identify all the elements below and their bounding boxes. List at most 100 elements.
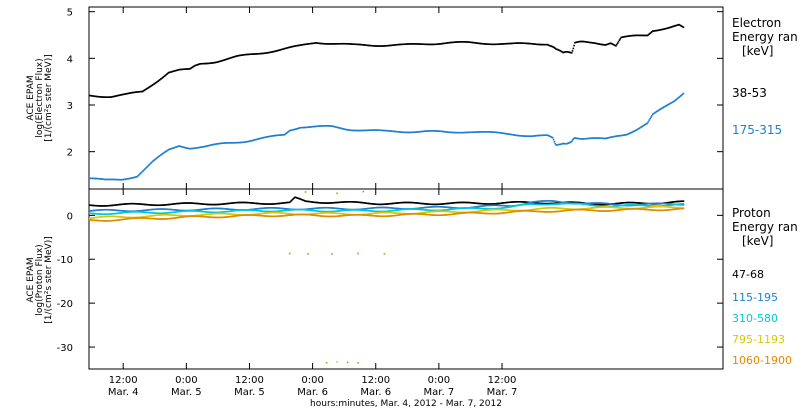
proton-data-point bbox=[672, 204, 674, 206]
proton-data-point bbox=[343, 213, 345, 215]
electron-data-point bbox=[259, 52, 262, 55]
electron-data-point bbox=[317, 42, 320, 45]
proton-data-point bbox=[267, 203, 269, 205]
proton-data-point bbox=[366, 213, 368, 215]
proton-data-point bbox=[587, 202, 590, 205]
proton-data-point bbox=[533, 202, 536, 204]
proton-data-point bbox=[168, 214, 171, 216]
electron-data-point bbox=[643, 34, 645, 37]
proton-data-point bbox=[667, 206, 670, 208]
proton-data-point bbox=[444, 206, 446, 208]
electron-data-point bbox=[220, 60, 223, 62]
proton-data-point bbox=[537, 200, 540, 203]
proton-data-point bbox=[508, 211, 510, 214]
proton-data-point bbox=[140, 216, 143, 218]
proton-data-point bbox=[507, 205, 509, 207]
proton-data-point bbox=[258, 210, 260, 212]
electron-data-point bbox=[123, 93, 125, 96]
proton-data-point bbox=[92, 209, 95, 212]
proton-outlier-point bbox=[336, 361, 338, 363]
electron-data-point bbox=[117, 178, 119, 181]
proton-data-point bbox=[345, 209, 348, 212]
proton-data-point bbox=[335, 215, 338, 218]
electron-data-point bbox=[678, 23, 680, 26]
electron-data-point bbox=[570, 51, 572, 54]
proton-data-point bbox=[373, 206, 376, 209]
proton-data-point bbox=[533, 210, 536, 212]
proton-data-point bbox=[459, 201, 462, 204]
electron-data-point bbox=[605, 43, 608, 46]
electron-data-point bbox=[368, 129, 371, 132]
proton-data-point bbox=[218, 207, 221, 210]
proton-data-point bbox=[347, 214, 350, 216]
proton-data-point bbox=[533, 201, 536, 203]
proton-data-point bbox=[484, 204, 487, 207]
proton-data-point bbox=[224, 210, 227, 213]
proton-data-point bbox=[644, 208, 647, 211]
proton-data-point bbox=[338, 210, 340, 212]
proton-data-point bbox=[652, 209, 655, 211]
electron-data-point bbox=[264, 136, 266, 139]
proton-data-point bbox=[497, 212, 500, 215]
electron-data-point bbox=[430, 130, 432, 132]
proton-data-point bbox=[403, 201, 406, 204]
proton-data-point bbox=[412, 201, 415, 204]
proton-data-point bbox=[366, 202, 369, 205]
electron-data-point bbox=[185, 68, 188, 70]
proton-data-point bbox=[666, 206, 668, 208]
proton-outlier-point bbox=[357, 252, 359, 255]
proton-data-point bbox=[274, 203, 276, 205]
proton-data-point bbox=[461, 201, 464, 204]
electron-data-point bbox=[359, 129, 362, 132]
proton-data-point bbox=[570, 201, 573, 203]
proton-data-point bbox=[455, 201, 458, 204]
proton-data-point bbox=[404, 208, 407, 211]
proton-data-point bbox=[367, 214, 370, 217]
proton-data-point bbox=[438, 209, 441, 212]
proton-data-point bbox=[181, 202, 183, 204]
electron-data-point bbox=[426, 130, 429, 132]
proton-data-point bbox=[228, 215, 231, 218]
electron-data-point bbox=[161, 152, 164, 155]
electron-data-point bbox=[592, 42, 594, 44]
proton-data-point bbox=[334, 207, 337, 210]
electron-data-point bbox=[387, 130, 389, 132]
electron-data-point bbox=[510, 133, 513, 136]
electron-data-point bbox=[118, 94, 121, 96]
proton-data-point bbox=[127, 211, 130, 213]
proton-data-point bbox=[520, 210, 523, 212]
electron-data-point bbox=[609, 136, 611, 139]
proton-data-point bbox=[209, 216, 211, 218]
electron-data-point bbox=[281, 134, 283, 136]
electron-data-point bbox=[124, 93, 127, 95]
proton-data-point bbox=[548, 203, 551, 206]
proton-data-point bbox=[465, 201, 467, 204]
proton-data-point bbox=[437, 209, 439, 212]
electron-legend-line2: Energy ran bbox=[732, 30, 798, 44]
proton-data-point bbox=[228, 208, 231, 211]
proton-data-point bbox=[651, 202, 653, 205]
electron-data-point bbox=[541, 43, 544, 46]
proton-data-point bbox=[137, 217, 139, 219]
proton-data-point bbox=[449, 202, 452, 205]
proton-data-point bbox=[380, 203, 382, 206]
proton-data-point bbox=[299, 208, 302, 211]
electron-data-point bbox=[438, 43, 441, 45]
electron-data-point bbox=[490, 131, 493, 133]
electron-data-point bbox=[121, 93, 124, 96]
electron-data-point bbox=[433, 130, 436, 132]
proton-data-point bbox=[625, 201, 628, 204]
proton-data-point bbox=[588, 209, 591, 211]
electron-data-point bbox=[145, 167, 147, 169]
proton-data-point bbox=[151, 212, 153, 214]
proton-data-point bbox=[96, 209, 98, 212]
electron-data-point bbox=[602, 43, 605, 46]
proton-data-point bbox=[354, 209, 357, 211]
electron-data-point bbox=[502, 132, 505, 135]
proton-data-point bbox=[149, 204, 152, 206]
electron-data-point bbox=[336, 126, 338, 129]
proton-data-point bbox=[91, 204, 94, 207]
proton-data-point bbox=[393, 212, 395, 214]
proton-data-point bbox=[357, 209, 359, 211]
proton-data-point bbox=[310, 201, 313, 203]
